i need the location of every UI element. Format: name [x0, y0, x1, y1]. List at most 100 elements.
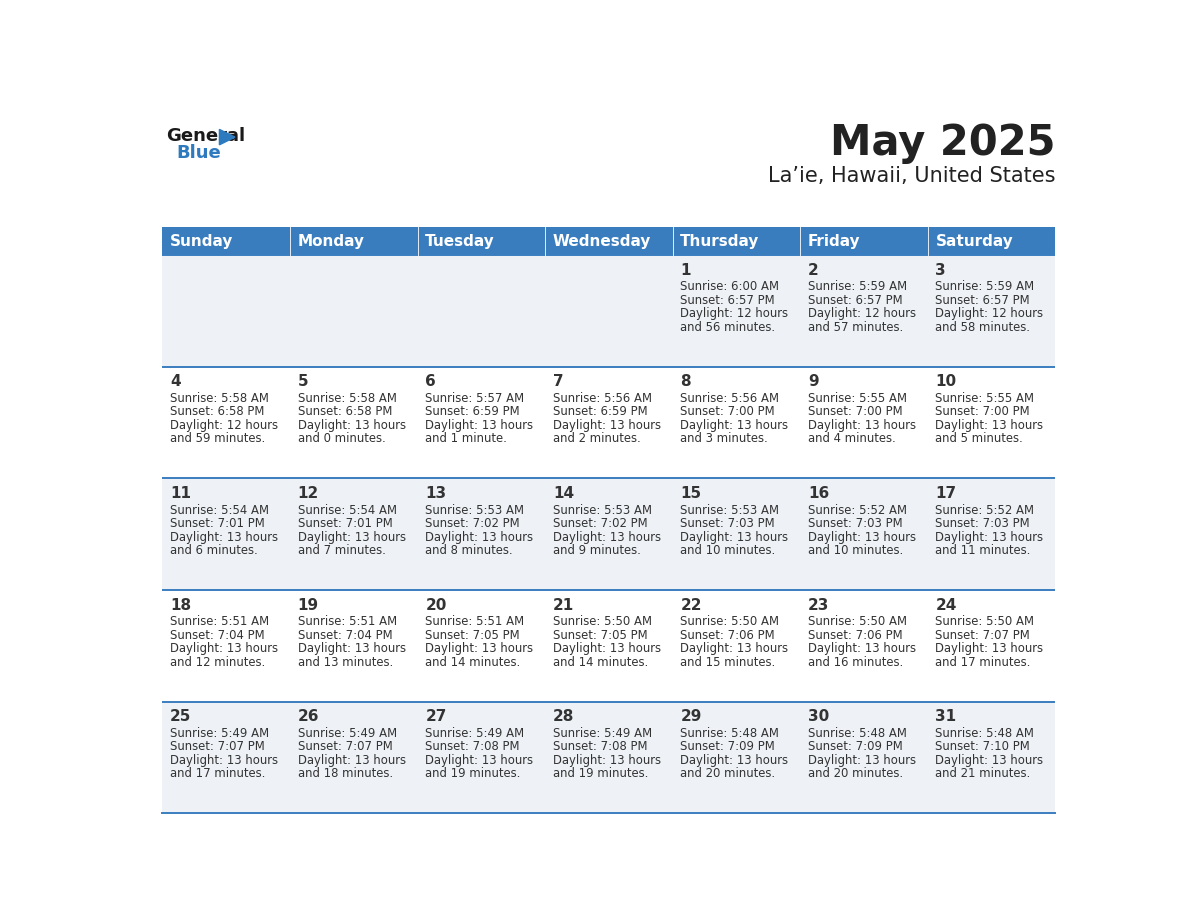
- Text: Daylight: 13 hours: Daylight: 13 hours: [935, 643, 1043, 655]
- Text: Sunrise: 5:54 AM: Sunrise: 5:54 AM: [298, 504, 397, 517]
- Text: Sunset: 7:03 PM: Sunset: 7:03 PM: [681, 517, 775, 530]
- Text: Sunset: 7:07 PM: Sunset: 7:07 PM: [170, 741, 265, 754]
- Bar: [417, 701, 545, 813]
- Text: La’ie, Hawaii, United States: La’ie, Hawaii, United States: [767, 165, 1055, 185]
- Text: May 2025: May 2025: [829, 122, 1055, 163]
- Text: 23: 23: [808, 598, 829, 612]
- Text: and 19 minutes.: and 19 minutes.: [552, 767, 649, 780]
- Text: 28: 28: [552, 710, 574, 724]
- Bar: [928, 478, 1055, 590]
- Text: Sunrise: 5:51 AM: Sunrise: 5:51 AM: [170, 615, 270, 628]
- Text: Sunset: 6:57 PM: Sunset: 6:57 PM: [808, 294, 903, 307]
- Text: Wednesday: Wednesday: [552, 233, 651, 249]
- Bar: [672, 366, 801, 478]
- Text: Daylight: 13 hours: Daylight: 13 hours: [552, 531, 661, 543]
- Text: Sunrise: 5:49 AM: Sunrise: 5:49 AM: [170, 727, 270, 740]
- Text: and 20 minutes.: and 20 minutes.: [808, 767, 903, 780]
- Text: Daylight: 13 hours: Daylight: 13 hours: [170, 754, 278, 767]
- Bar: [672, 590, 801, 701]
- Text: 13: 13: [425, 486, 447, 501]
- Text: and 56 minutes.: and 56 minutes.: [681, 320, 776, 334]
- Bar: [801, 701, 928, 813]
- Text: Sunrise: 5:48 AM: Sunrise: 5:48 AM: [681, 727, 779, 740]
- Text: and 13 minutes.: and 13 minutes.: [298, 655, 393, 668]
- Bar: [928, 255, 1055, 366]
- Text: Sunset: 7:04 PM: Sunset: 7:04 PM: [298, 629, 392, 642]
- Bar: [545, 227, 672, 255]
- Text: Sunrise: 5:50 AM: Sunrise: 5:50 AM: [808, 615, 906, 628]
- Text: Sunset: 7:07 PM: Sunset: 7:07 PM: [935, 629, 1030, 642]
- Text: and 7 minutes.: and 7 minutes.: [298, 544, 386, 557]
- Bar: [163, 366, 290, 478]
- Text: Sunrise: 5:54 AM: Sunrise: 5:54 AM: [170, 504, 270, 517]
- Text: Daylight: 13 hours: Daylight: 13 hours: [552, 419, 661, 432]
- Text: and 18 minutes.: and 18 minutes.: [298, 767, 393, 780]
- Text: Daylight: 12 hours: Daylight: 12 hours: [170, 419, 278, 432]
- Bar: [290, 366, 417, 478]
- Text: and 14 minutes.: and 14 minutes.: [425, 655, 520, 668]
- Bar: [417, 366, 545, 478]
- Text: 31: 31: [935, 710, 956, 724]
- Text: Sunrise: 5:57 AM: Sunrise: 5:57 AM: [425, 392, 524, 405]
- Bar: [928, 227, 1055, 255]
- Text: 17: 17: [935, 486, 956, 501]
- Text: Sunrise: 5:52 AM: Sunrise: 5:52 AM: [935, 504, 1035, 517]
- Text: and 5 minutes.: and 5 minutes.: [935, 432, 1023, 445]
- Text: Sunset: 7:05 PM: Sunset: 7:05 PM: [425, 629, 520, 642]
- Text: Sunset: 7:01 PM: Sunset: 7:01 PM: [298, 517, 392, 530]
- Text: Daylight: 13 hours: Daylight: 13 hours: [808, 419, 916, 432]
- Text: Sunset: 6:57 PM: Sunset: 6:57 PM: [681, 294, 775, 307]
- Bar: [801, 590, 928, 701]
- Text: Sunrise: 5:48 AM: Sunrise: 5:48 AM: [935, 727, 1035, 740]
- Text: Daylight: 13 hours: Daylight: 13 hours: [170, 531, 278, 543]
- Bar: [163, 590, 290, 701]
- Text: and 12 minutes.: and 12 minutes.: [170, 655, 265, 668]
- Text: Sunset: 7:03 PM: Sunset: 7:03 PM: [808, 517, 903, 530]
- Text: Sunrise: 5:48 AM: Sunrise: 5:48 AM: [808, 727, 906, 740]
- Bar: [672, 255, 801, 366]
- Text: and 19 minutes.: and 19 minutes.: [425, 767, 520, 780]
- Text: Daylight: 13 hours: Daylight: 13 hours: [552, 754, 661, 767]
- Text: Sunrise: 5:50 AM: Sunrise: 5:50 AM: [935, 615, 1035, 628]
- Text: Sunset: 7:02 PM: Sunset: 7:02 PM: [425, 517, 520, 530]
- Bar: [417, 227, 545, 255]
- Text: 30: 30: [808, 710, 829, 724]
- Text: 4: 4: [170, 375, 181, 389]
- Text: Sunrise: 5:53 AM: Sunrise: 5:53 AM: [681, 504, 779, 517]
- Text: Daylight: 12 hours: Daylight: 12 hours: [808, 308, 916, 320]
- Text: Sunset: 7:09 PM: Sunset: 7:09 PM: [681, 741, 775, 754]
- Text: Daylight: 13 hours: Daylight: 13 hours: [298, 419, 406, 432]
- Text: Daylight: 13 hours: Daylight: 13 hours: [552, 643, 661, 655]
- Text: Daylight: 12 hours: Daylight: 12 hours: [935, 308, 1043, 320]
- Bar: [417, 590, 545, 701]
- Text: and 59 minutes.: and 59 minutes.: [170, 432, 265, 445]
- Text: and 4 minutes.: and 4 minutes.: [808, 432, 896, 445]
- Text: Daylight: 12 hours: Daylight: 12 hours: [681, 308, 789, 320]
- Text: Daylight: 13 hours: Daylight: 13 hours: [681, 419, 789, 432]
- Text: Sunrise: 5:53 AM: Sunrise: 5:53 AM: [425, 504, 524, 517]
- Text: Daylight: 13 hours: Daylight: 13 hours: [935, 754, 1043, 767]
- Text: and 9 minutes.: and 9 minutes.: [552, 544, 640, 557]
- Text: Sunrise: 5:56 AM: Sunrise: 5:56 AM: [681, 392, 779, 405]
- Text: Sunset: 7:03 PM: Sunset: 7:03 PM: [935, 517, 1030, 530]
- Bar: [672, 478, 801, 590]
- Text: 14: 14: [552, 486, 574, 501]
- Text: Daylight: 13 hours: Daylight: 13 hours: [425, 643, 533, 655]
- Text: Sunrise: 5:58 AM: Sunrise: 5:58 AM: [170, 392, 268, 405]
- Bar: [545, 478, 672, 590]
- Text: and 1 minute.: and 1 minute.: [425, 432, 507, 445]
- Text: Sunset: 7:00 PM: Sunset: 7:00 PM: [808, 406, 903, 419]
- Polygon shape: [220, 129, 235, 145]
- Text: Sunset: 7:08 PM: Sunset: 7:08 PM: [425, 741, 520, 754]
- Text: Sunset: 7:08 PM: Sunset: 7:08 PM: [552, 741, 647, 754]
- Text: 15: 15: [681, 486, 701, 501]
- Text: Sunset: 6:58 PM: Sunset: 6:58 PM: [170, 406, 265, 419]
- Text: Sunrise: 5:50 AM: Sunrise: 5:50 AM: [681, 615, 779, 628]
- Text: Sunset: 7:10 PM: Sunset: 7:10 PM: [935, 741, 1030, 754]
- Text: Sunrise: 6:00 AM: Sunrise: 6:00 AM: [681, 280, 779, 294]
- Text: Sunset: 6:58 PM: Sunset: 6:58 PM: [298, 406, 392, 419]
- Text: and 3 minutes.: and 3 minutes.: [681, 432, 769, 445]
- Text: Blue: Blue: [176, 144, 221, 162]
- Text: and 20 minutes.: and 20 minutes.: [681, 767, 776, 780]
- Text: Daylight: 13 hours: Daylight: 13 hours: [808, 754, 916, 767]
